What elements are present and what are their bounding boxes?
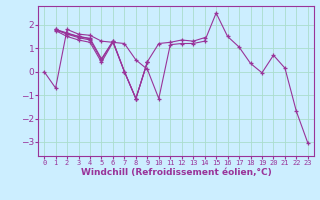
X-axis label: Windchill (Refroidissement éolien,°C): Windchill (Refroidissement éolien,°C) bbox=[81, 168, 271, 177]
